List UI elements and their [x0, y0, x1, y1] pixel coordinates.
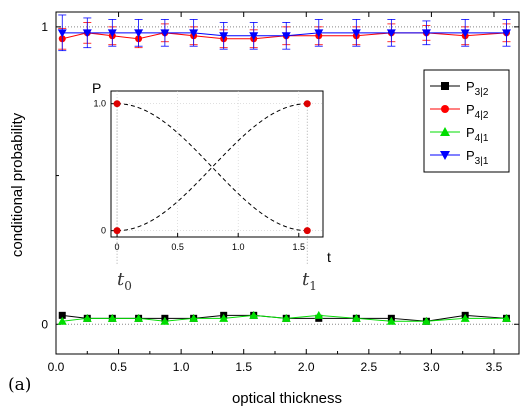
data-point: [249, 32, 259, 41]
data-point: [189, 29, 199, 38]
x-tick-label: 3.0: [423, 360, 440, 374]
data-point: [421, 316, 431, 325]
data-point: [281, 313, 291, 322]
inset-x-tick-label: 1.0: [232, 242, 245, 252]
x-tick-label: 0.0: [48, 360, 65, 374]
inset-point: [303, 100, 311, 108]
series-4-1: [57, 310, 511, 325]
data-point: [386, 29, 396, 38]
y-tick-label: 1: [41, 20, 48, 34]
data-point: [501, 29, 511, 38]
data-point: [134, 313, 144, 322]
legend-marker: [440, 127, 450, 136]
y-axis-label: conditional probability: [9, 112, 26, 257]
data-point: [314, 310, 324, 319]
panel-label: (a): [8, 375, 31, 395]
data-point: [160, 316, 170, 325]
data-point: [351, 313, 361, 322]
inset-y-tick-label: 0: [101, 226, 106, 236]
inset-point: [303, 227, 311, 235]
data-point: [386, 316, 396, 325]
data-point: [351, 29, 361, 38]
inset-x-label: t: [327, 249, 331, 265]
data-point: [58, 311, 66, 319]
inset-point: [113, 100, 121, 108]
inset-point: [113, 227, 121, 235]
x-tick-label: 2.5: [360, 360, 377, 374]
data-point: [57, 316, 67, 325]
series-3-1: [57, 14, 511, 52]
legend: P3|2P4|2P4|1P3|1: [423, 69, 510, 173]
inset: 0 0.5 1.0 1.5 0 1.0 P t t0 t1: [92, 80, 331, 293]
legend-marker: [440, 151, 450, 160]
data-point: [82, 29, 92, 38]
x-tick-label: 3.5: [486, 360, 503, 374]
data-point: [57, 29, 67, 38]
plot-frame: [55, 11, 520, 355]
data-point: [460, 29, 470, 38]
data-point: [460, 313, 470, 322]
data-point: [314, 29, 324, 38]
data-point: [421, 29, 431, 38]
inset-x-tick-label: 0: [115, 242, 120, 252]
inset-frame: [110, 90, 324, 238]
data-point: [107, 29, 117, 38]
data-point: [107, 313, 117, 322]
inset-x-tick-label: 0.5: [171, 242, 184, 252]
t0-label: t0: [117, 269, 132, 293]
series-group: [57, 14, 511, 325]
legend-marker: [441, 82, 449, 90]
data-point: [219, 32, 229, 41]
data-point: [134, 29, 144, 38]
axis-ticks: 0.0 0.5 1.0 1.5 2.0 2.5 3.0 3.5 0 1: [41, 12, 519, 374]
inset-y-tick-label: 1.0: [93, 99, 106, 109]
x-tick-label: 0.5: [110, 360, 127, 374]
inset-x-tick-label: 1.5: [293, 242, 306, 252]
data-point: [501, 313, 511, 322]
data-point: [219, 313, 229, 322]
data-point: [281, 32, 291, 41]
x-tick-label: 2.0: [298, 360, 315, 374]
data-point: [82, 313, 92, 322]
inset-y-label: P: [92, 80, 101, 96]
t1-label: t1: [302, 269, 317, 293]
data-point: [249, 310, 259, 319]
x-tick-label: 1.0: [173, 360, 190, 374]
y-tick-label: 0: [41, 317, 48, 331]
svg-text:t1: t1: [302, 269, 317, 293]
x-tick-label: 1.5: [235, 360, 252, 374]
data-point: [160, 29, 170, 38]
legend-marker: [441, 105, 449, 113]
svg-text:t0: t0: [117, 269, 132, 293]
data-point: [189, 313, 199, 322]
x-axis-label: optical thickness: [232, 390, 342, 407]
